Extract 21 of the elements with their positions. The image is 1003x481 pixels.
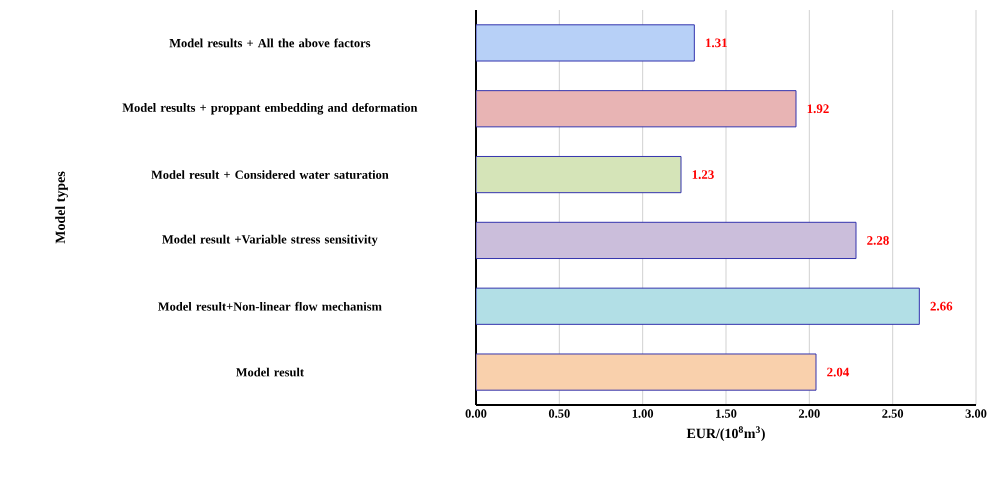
data-label: 2.66 — [930, 301, 953, 311]
x-tick-label: 0.50 — [548, 409, 570, 418]
data-label: 2.04 — [827, 367, 850, 377]
data-label: 1.23 — [692, 170, 714, 179]
y-tick-label: Model result — [235, 367, 304, 377]
y-tick-label: Model results + All the above factors — [169, 38, 371, 48]
x-axis-title: EUR/(10$^{8}$m$^{3}$) — [686, 426, 765, 441]
data-label: 1.31 — [705, 38, 727, 48]
x-tick-label: 0.00 — [465, 409, 487, 418]
y-tick-label: Model result+Non-linear flow mechanism — [158, 301, 382, 311]
y-axis-title: Model types — [55, 171, 68, 244]
x-tick-label: 1.00 — [632, 409, 654, 418]
x-tick-label: 2.50 — [882, 409, 904, 418]
y-tick-label: Model results + proppant embedding and deformation — [122, 102, 418, 115]
x-tick-label: 1.50 — [716, 409, 737, 418]
y-tick-label: Model result + Considered water saturation — [151, 170, 389, 179]
y-tick-label: Model result +Variable stress sensitivity — [162, 234, 378, 247]
data-label: 2.28 — [867, 236, 889, 245]
data-label: 1.92 — [807, 104, 829, 114]
x-tick-label: 3.00 — [965, 409, 987, 418]
x-tick-label: 2.00 — [798, 409, 820, 418]
